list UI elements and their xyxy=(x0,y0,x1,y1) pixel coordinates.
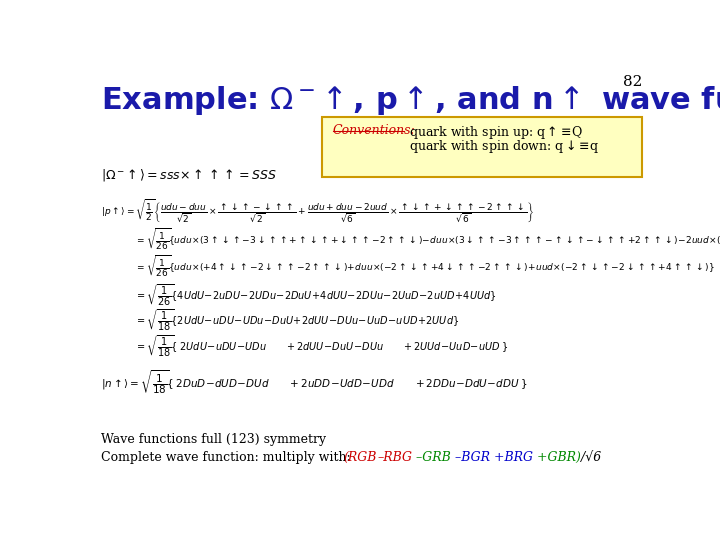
Text: $|n\uparrow\rangle = \sqrt{\dfrac{1}{18}}\!\left\{\;2DuD\!-\!dUD\!-\!DUd\qquad+2: $|n\uparrow\rangle = \sqrt{\dfrac{1}{18}… xyxy=(101,368,528,396)
Text: +GBR): +GBR) xyxy=(533,451,581,464)
Text: $= \sqrt{\dfrac{1}{18}}\!\left\{\;2UdU\!-\!uDU\!-\!UDu\qquad+2dUU\!-\!DuU\!-\!DU: $= \sqrt{\dfrac{1}{18}}\!\left\{\;2UdU\!… xyxy=(135,333,508,359)
Text: $|\Omega^-\!\uparrow\rangle = sss\!\times\!\uparrow\uparrow\uparrow = SSS$: $|\Omega^-\!\uparrow\rangle = sss\!\time… xyxy=(101,167,277,183)
Text: $= \sqrt{\dfrac{1}{26}}\!\left\{udu\!\times\!(3\uparrow\downarrow\uparrow\!-\!3\: $= \sqrt{\dfrac{1}{26}}\!\left\{udu\!\ti… xyxy=(135,227,720,252)
Text: $= \sqrt{\dfrac{1}{26}}\!\left\{4UdU\!-\!2uDU\!-\!2UDu\!-\!2DuU\!+\!4dUU\!-\!2DU: $= \sqrt{\dfrac{1}{26}}\!\left\{4UdU\!-\… xyxy=(135,282,496,308)
Text: 82: 82 xyxy=(623,75,642,89)
Text: $= \sqrt{\dfrac{1}{18}}\!\left\{2UdU\!-\!uDU\!-\!UDu\!-\!DuU\!+\!2dUU\!-\!DUu\!-: $= \sqrt{\dfrac{1}{18}}\!\left\{2UdU\!-\… xyxy=(135,307,459,333)
Text: Example: $\Omega^-\!\uparrow$, p$\uparrow$, and n$\uparrow$ wave functions: Example: $\Omega^-\!\uparrow$, p$\uparro… xyxy=(101,84,720,117)
Text: quark with spin up: q$\uparrow\!\equiv\!$Q: quark with spin up: q$\uparrow\!\equiv\!… xyxy=(409,124,583,141)
Text: –BGR: –BGR xyxy=(451,451,490,464)
Text: Complete wave function: multiply with:: Complete wave function: multiply with: xyxy=(101,451,351,464)
Text: $|p\uparrow\rangle = \sqrt{\dfrac{1}{2}}\left\{\dfrac{udu-duu}{\sqrt{2}}\times\d: $|p\uparrow\rangle = \sqrt{\dfrac{1}{2}}… xyxy=(101,198,535,224)
Text: (RGB: (RGB xyxy=(344,451,377,464)
Text: Wave functions full (123) symmetry: Wave functions full (123) symmetry xyxy=(101,433,326,446)
Text: –RBG: –RBG xyxy=(377,451,413,464)
Text: +BRG: +BRG xyxy=(490,451,533,464)
FancyBboxPatch shape xyxy=(322,117,642,177)
Text: quark with spin down: q$\downarrow\!\equiv\!$q: quark with spin down: q$\downarrow\!\equ… xyxy=(409,138,599,154)
Text: Conventions:: Conventions: xyxy=(333,124,415,137)
Text: /√6: /√6 xyxy=(581,451,601,464)
Text: –GRB: –GRB xyxy=(413,451,451,464)
Text: $= \sqrt{\dfrac{1}{26}}\!\left\{udu\!\times\!(+4\uparrow\downarrow\uparrow\!-\!2: $= \sqrt{\dfrac{1}{26}}\!\left\{udu\!\ti… xyxy=(135,254,714,279)
